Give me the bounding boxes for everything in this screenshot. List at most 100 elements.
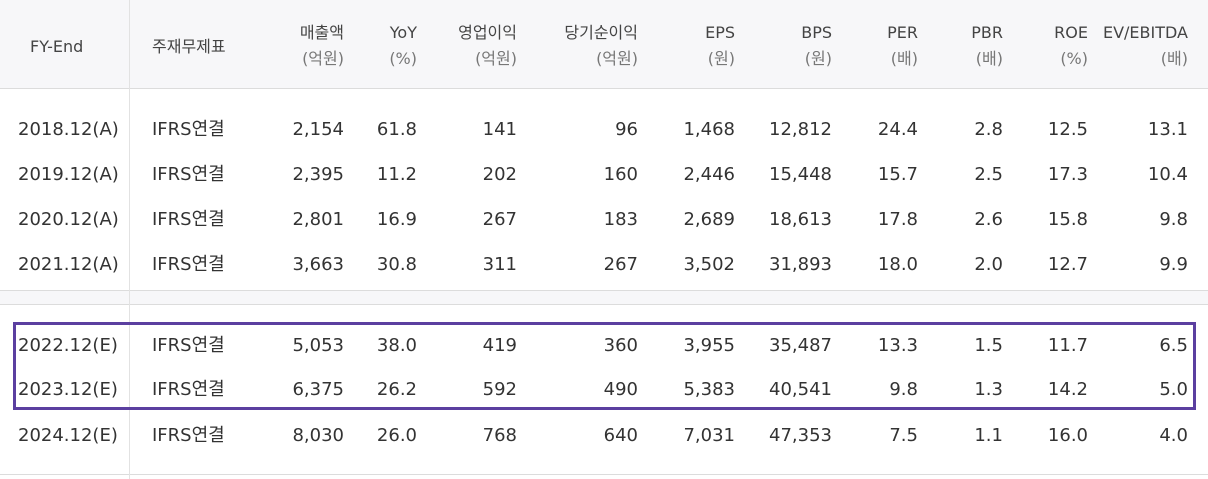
table-header-row [0, 0, 1208, 88]
cell-sales: 2,154 [292, 119, 344, 140]
cell-net-income: 360 [603, 335, 638, 356]
cell-operating-profit: 202 [482, 164, 517, 185]
header-roe: ROE (%) [1054, 23, 1088, 68]
cell-bps: 15,448 [769, 164, 832, 185]
cell-ev-ebitda: 4.0 [1159, 425, 1188, 446]
cell-operating-profit: 141 [482, 119, 517, 140]
cell-per: 18.0 [877, 254, 918, 275]
cell-pbr: 2.0 [974, 254, 1003, 275]
cell-yoy: 11.2 [376, 164, 417, 185]
cell-yoy: 30.8 [376, 254, 417, 275]
header-eps: EPS (원) [705, 23, 735, 68]
cell-sales: 2,801 [292, 209, 344, 230]
cell-roe: 15.8 [1047, 209, 1088, 230]
cell-pbr: 2.6 [974, 209, 1003, 230]
cell-per: 17.8 [877, 209, 918, 230]
cell-ev-ebitda: 13.1 [1147, 119, 1188, 140]
cell-eps: 3,502 [683, 254, 735, 275]
cell-pbr: 2.5 [974, 164, 1003, 185]
cell-statement: IFRS연결 [152, 164, 225, 185]
cell-eps: 2,689 [683, 209, 735, 230]
header-ev-ebitda: EV/EBITDA (배) [1102, 23, 1188, 68]
header-divider [0, 88, 1208, 89]
group-divider-bottom [0, 304, 1208, 305]
cell-statement: IFRS연결 [152, 335, 225, 356]
header-pbr: PBR (배) [971, 23, 1003, 68]
cell-fy-end: 2021.12(A) [18, 254, 119, 275]
cell-operating-profit: 592 [482, 379, 517, 400]
cell-per: 7.5 [889, 425, 918, 446]
cell-net-income: 640 [603, 425, 638, 446]
cell-roe: 14.2 [1047, 379, 1088, 400]
cell-eps: 2,446 [683, 164, 735, 185]
cell-bps: 12,812 [769, 119, 832, 140]
cell-eps: 5,383 [683, 379, 735, 400]
cell-fy-end: 2024.12(E) [18, 425, 118, 446]
cell-pbr: 1.5 [974, 335, 1003, 356]
cell-eps: 3,955 [683, 335, 735, 356]
cell-ev-ebitda: 6.5 [1159, 335, 1188, 356]
cell-fy-end: 2020.12(A) [18, 209, 119, 230]
cell-fy-end: 2023.12(E) [18, 379, 118, 400]
cell-ev-ebitda: 9.9 [1159, 254, 1188, 275]
header-bps: BPS (원) [801, 23, 832, 68]
cell-statement: IFRS연결 [152, 209, 225, 230]
cell-roe: 11.7 [1047, 335, 1088, 356]
cell-net-income: 96 [615, 119, 638, 140]
header-net-income: 당기순이익 (억원) [564, 23, 638, 68]
cell-net-income: 183 [603, 209, 638, 230]
cell-statement: IFRS연결 [152, 425, 225, 446]
header-yoy: YoY (%) [389, 23, 417, 68]
cell-ev-ebitda: 9.8 [1159, 209, 1188, 230]
cell-statement: IFRS연결 [152, 254, 225, 275]
header-per: PER (배) [887, 23, 918, 68]
cell-fy-end: 2019.12(A) [18, 164, 119, 185]
cell-sales: 3,663 [292, 254, 344, 275]
cell-bps: 35,487 [769, 335, 832, 356]
cell-operating-profit: 267 [482, 209, 517, 230]
header-sales: 매출액 (억원) [299, 23, 344, 68]
cell-operating-profit: 419 [482, 335, 517, 356]
cell-sales: 8,030 [292, 425, 344, 446]
cell-bps: 40,541 [769, 379, 832, 400]
cell-eps: 7,031 [683, 425, 735, 446]
cell-ev-ebitda: 10.4 [1147, 164, 1188, 185]
cell-yoy: 26.2 [376, 379, 417, 400]
cell-pbr: 1.1 [974, 425, 1003, 446]
header-financial-statement: 주재무제표 [152, 37, 226, 56]
cell-pbr: 2.8 [974, 119, 1003, 140]
cell-sales: 5,053 [292, 335, 344, 356]
group-divider-top [0, 290, 1208, 291]
cell-per: 15.7 [877, 164, 918, 185]
cell-fy-end: 2018.12(A) [18, 119, 119, 140]
cell-roe: 12.7 [1047, 254, 1088, 275]
cell-per: 24.4 [877, 119, 918, 140]
cell-yoy: 38.0 [376, 335, 417, 356]
cell-operating-profit: 311 [482, 254, 517, 275]
cell-yoy: 16.9 [376, 209, 417, 230]
cell-net-income: 160 [603, 164, 638, 185]
cell-net-income: 267 [603, 254, 638, 275]
cell-bps: 18,613 [769, 209, 832, 230]
cell-sales: 6,375 [292, 379, 344, 400]
cell-yoy: 26.0 [376, 425, 417, 446]
cell-ev-ebitda: 5.0 [1159, 379, 1188, 400]
cell-bps: 31,893 [769, 254, 832, 275]
cell-operating-profit: 768 [482, 425, 517, 446]
cell-per: 9.8 [889, 379, 918, 400]
cell-statement: IFRS연결 [152, 119, 225, 140]
cell-eps: 1,468 [683, 119, 735, 140]
cell-per: 13.3 [877, 335, 918, 356]
cell-roe: 16.0 [1047, 425, 1088, 446]
cell-sales: 2,395 [292, 164, 344, 185]
table-bottom-border [0, 474, 1208, 475]
row-group-gap [0, 290, 1208, 304]
cell-fy-end: 2022.12(E) [18, 335, 118, 356]
cell-net-income: 490 [603, 379, 638, 400]
cell-bps: 47,353 [769, 425, 832, 446]
cell-roe: 12.5 [1047, 119, 1088, 140]
cell-roe: 17.3 [1047, 164, 1088, 185]
cell-yoy: 61.8 [376, 119, 417, 140]
cell-pbr: 1.3 [974, 379, 1003, 400]
header-operating-profit: 영업이익 (억원) [458, 23, 517, 68]
